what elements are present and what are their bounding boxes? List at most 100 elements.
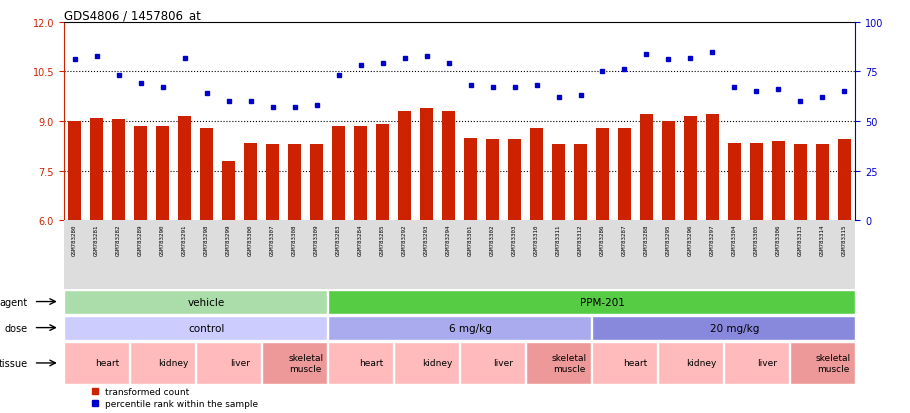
Bar xyxy=(266,145,279,221)
Text: GSM783281: GSM783281 xyxy=(95,224,99,256)
Text: control: control xyxy=(188,323,225,333)
Text: GSM783289: GSM783289 xyxy=(138,224,143,256)
Bar xyxy=(460,342,525,384)
Bar xyxy=(244,143,258,221)
Bar xyxy=(332,127,345,221)
Text: GSM783295: GSM783295 xyxy=(666,224,671,256)
Bar xyxy=(134,127,147,221)
Bar xyxy=(288,145,301,221)
Bar xyxy=(68,122,81,221)
Text: GSM783304: GSM783304 xyxy=(732,224,737,256)
Text: GSM783287: GSM783287 xyxy=(622,224,627,256)
Bar xyxy=(838,140,851,221)
Bar xyxy=(508,140,521,221)
Text: liver: liver xyxy=(757,358,777,368)
Text: GSM783311: GSM783311 xyxy=(556,224,561,256)
Bar xyxy=(618,128,631,221)
Text: GSM783314: GSM783314 xyxy=(820,224,824,256)
Text: dose: dose xyxy=(5,323,28,333)
Bar xyxy=(64,316,328,340)
Bar xyxy=(772,142,785,221)
Bar xyxy=(328,290,855,314)
Bar xyxy=(723,342,789,384)
Bar xyxy=(112,120,126,221)
Bar xyxy=(262,342,328,384)
Text: GSM783284: GSM783284 xyxy=(359,224,363,256)
Text: heart: heart xyxy=(359,358,384,368)
Bar xyxy=(222,161,235,221)
Bar xyxy=(157,127,169,221)
Text: GSM783306: GSM783306 xyxy=(776,224,781,256)
Text: GSM783294: GSM783294 xyxy=(446,224,451,256)
Bar xyxy=(328,342,393,384)
Text: liver: liver xyxy=(493,358,513,368)
Bar xyxy=(574,145,587,221)
Text: kidney: kidney xyxy=(422,358,453,368)
Text: GSM783298: GSM783298 xyxy=(204,224,209,256)
Text: GSM783305: GSM783305 xyxy=(754,224,759,256)
Bar xyxy=(530,128,543,221)
Bar xyxy=(442,112,455,221)
Text: GDS4806 / 1457806_at: GDS4806 / 1457806_at xyxy=(64,9,200,21)
Bar xyxy=(398,112,411,221)
Text: GSM783300: GSM783300 xyxy=(248,224,253,256)
Text: GSM783308: GSM783308 xyxy=(292,224,297,256)
Bar xyxy=(728,143,741,221)
Text: kidney: kidney xyxy=(158,358,189,368)
Text: GSM783302: GSM783302 xyxy=(490,224,495,256)
Bar xyxy=(196,342,261,384)
Text: heart: heart xyxy=(623,358,648,368)
Text: skeletal
muscle: skeletal muscle xyxy=(288,354,323,373)
Text: GSM783296: GSM783296 xyxy=(688,224,693,256)
Bar xyxy=(200,128,213,221)
Bar xyxy=(328,316,592,340)
Text: GSM783301: GSM783301 xyxy=(468,224,473,256)
Bar xyxy=(354,127,367,221)
Text: GSM783292: GSM783292 xyxy=(402,224,407,256)
Text: GSM783299: GSM783299 xyxy=(227,224,231,256)
Text: GSM783313: GSM783313 xyxy=(798,224,803,256)
Bar xyxy=(706,115,719,221)
Bar xyxy=(526,342,592,384)
Bar xyxy=(794,145,807,221)
Bar xyxy=(662,122,675,221)
Bar xyxy=(790,342,855,384)
Text: skeletal
muscle: skeletal muscle xyxy=(552,354,587,373)
Text: GSM783283: GSM783283 xyxy=(336,224,341,256)
Bar xyxy=(596,128,609,221)
Bar xyxy=(658,342,723,384)
Bar xyxy=(486,140,499,221)
Text: GSM783286: GSM783286 xyxy=(600,224,605,256)
Bar xyxy=(750,143,763,221)
Text: transformed count: transformed count xyxy=(105,387,189,396)
Text: GSM783312: GSM783312 xyxy=(578,224,583,256)
Text: GSM783315: GSM783315 xyxy=(842,224,847,256)
Text: GSM783280: GSM783280 xyxy=(72,224,77,256)
Bar xyxy=(464,138,477,221)
Text: GSM783290: GSM783290 xyxy=(160,224,165,256)
Bar xyxy=(376,125,389,221)
Bar xyxy=(394,342,460,384)
Bar xyxy=(551,145,565,221)
Text: GSM783293: GSM783293 xyxy=(424,224,429,256)
Bar xyxy=(640,115,653,221)
Bar xyxy=(64,290,328,314)
Bar xyxy=(420,109,433,221)
Text: GSM783310: GSM783310 xyxy=(534,224,539,256)
Text: percentile rank within the sample: percentile rank within the sample xyxy=(105,399,258,408)
Bar xyxy=(178,117,191,221)
Bar xyxy=(592,316,855,340)
Bar xyxy=(310,145,323,221)
Text: 20 mg/kg: 20 mg/kg xyxy=(710,323,759,333)
Text: GSM783303: GSM783303 xyxy=(512,224,517,256)
Text: PPM-201: PPM-201 xyxy=(580,297,625,307)
Text: GSM783291: GSM783291 xyxy=(182,224,187,256)
Bar xyxy=(130,342,196,384)
Text: heart: heart xyxy=(96,358,120,368)
Bar xyxy=(64,342,129,384)
Bar xyxy=(683,117,697,221)
Text: GSM783285: GSM783285 xyxy=(380,224,385,256)
Text: GSM783297: GSM783297 xyxy=(710,224,715,256)
Text: liver: liver xyxy=(229,358,249,368)
Bar xyxy=(592,342,657,384)
